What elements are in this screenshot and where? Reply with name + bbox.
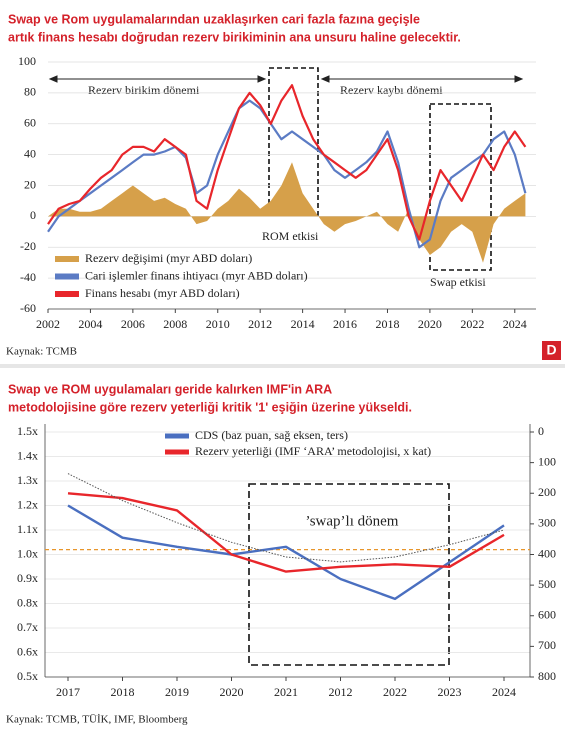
legend-swatch xyxy=(55,256,79,262)
y-tick-label: 0 xyxy=(30,208,36,222)
y2-tick-label: 200 xyxy=(538,485,556,499)
line xyxy=(67,504,505,601)
highlight-box xyxy=(248,483,450,666)
line xyxy=(47,99,527,249)
line xyxy=(67,492,505,573)
y-tick-label: 1.1x xyxy=(17,522,38,536)
legend-label: Cari işlemler finans ihtiyacı (myr ABD d… xyxy=(85,268,308,282)
y-tick-label: 0.8x xyxy=(17,595,38,609)
annotation: Swap etkisi xyxy=(430,275,486,289)
x-tick-label: 2020 xyxy=(220,685,244,699)
x-tick-label: 2022 xyxy=(460,317,484,331)
legend-swatch xyxy=(165,433,189,439)
legend-swatch xyxy=(55,291,79,297)
x-tick-label: 2024 xyxy=(492,685,516,699)
y2-tick-label: 0 xyxy=(538,424,544,438)
x-tick-label: 2018 xyxy=(111,685,135,699)
legend-label: Rezerv yeterliği (IMF ‘ARA’ metodolojisi… xyxy=(195,444,431,458)
x-tick-label: 2020 xyxy=(418,317,442,331)
annotation: Rezerv birikim dönemi xyxy=(88,83,200,97)
y-tick-label: 40 xyxy=(24,146,36,160)
source: Kaynak: TCMB xyxy=(6,346,77,358)
x-tick-label: 2024 xyxy=(503,317,527,331)
separator xyxy=(0,364,565,368)
x-tick-label: 2008 xyxy=(163,317,187,331)
y-tick-label: 0.9x xyxy=(17,571,38,585)
x-tick-label: 2019 xyxy=(165,685,189,699)
x-tick-label: 2004 xyxy=(78,317,102,331)
chart-title: metodolojisine göre rezerv yeterliği kri… xyxy=(8,400,412,414)
x-tick-label: 2012 xyxy=(329,685,353,699)
legend-label: Rezerv değişimi (myr ABD doları) xyxy=(85,251,252,265)
x-tick-label: 2017 xyxy=(56,685,80,699)
annotation-arrows xyxy=(48,75,524,83)
x-tick-label: 2006 xyxy=(121,317,145,331)
x-tick-label: 2022 xyxy=(383,685,407,699)
y-tick-label: 0.5x xyxy=(17,669,38,683)
y2-tick-label: 400 xyxy=(538,546,556,560)
annotation: ROM etkisi xyxy=(262,229,319,243)
x-tick-label: 2014 xyxy=(291,317,315,331)
y2-tick-label: 600 xyxy=(538,608,556,622)
y-tick-label: 100 xyxy=(18,54,36,68)
y-tick-label: 0.7x xyxy=(17,620,38,634)
area xyxy=(48,162,526,263)
legend-label: Finans hesabı (myr ABD doları) xyxy=(85,286,240,300)
annotation: Rezerv kaybı dönemi xyxy=(340,83,443,97)
x-tick-label: 2010 xyxy=(206,317,230,331)
chart-title: Swap ve Rom uygulamalarından uzaklaşırke… xyxy=(8,12,420,26)
y-tick-label: 1.2x xyxy=(17,497,38,511)
annotation: ’swap’lı dönem xyxy=(306,513,399,529)
logo-box xyxy=(542,341,561,360)
x-tick-label: 2002 xyxy=(36,317,60,331)
logo: D xyxy=(546,342,556,358)
highlight-box xyxy=(429,103,492,271)
chart-title: Swap ve ROM uygulamaları geride kalırken… xyxy=(8,382,332,396)
y-tick-label: 60 xyxy=(24,116,36,130)
x-tick-label: 2021 xyxy=(274,685,298,699)
x-tick-label: 2012 xyxy=(248,317,272,331)
y2-tick-label: 100 xyxy=(538,454,556,468)
y2-tick-label: 700 xyxy=(538,638,556,652)
x-tick-label: 2016 xyxy=(333,317,357,331)
legend-label: CDS (baz puan, sağ eksen, ters) xyxy=(195,428,348,442)
legend-swatch xyxy=(165,449,189,455)
y-tick-label: 1.4x xyxy=(17,448,38,462)
y2-tick-label: 500 xyxy=(538,577,556,591)
legend-swatch xyxy=(55,273,79,280)
y-tick-label: -40 xyxy=(20,270,36,284)
chart-title: artık finans hesabı doğrudan rezerv biri… xyxy=(8,30,461,44)
y-tick-label: 1.5x xyxy=(17,424,38,438)
x-tick-label: 2023 xyxy=(438,685,462,699)
y-tick-label: -20 xyxy=(20,239,36,253)
y-tick-label: 0.6x xyxy=(17,644,38,658)
y-tick-label: 1.3x xyxy=(17,473,38,487)
y2-tick-label: 300 xyxy=(538,516,556,530)
y-tick-label: 20 xyxy=(24,177,36,191)
source: Kaynak: TCMB, TÜİK, IMF, Bloomberg xyxy=(6,714,188,726)
y2-tick-label: 800 xyxy=(538,669,556,683)
y-tick-label: 80 xyxy=(24,85,36,99)
y-tick-label: 1.0x xyxy=(17,546,38,560)
line xyxy=(47,84,527,241)
x-tick-label: 2018 xyxy=(375,317,399,331)
y-tick-label: -60 xyxy=(20,301,36,315)
